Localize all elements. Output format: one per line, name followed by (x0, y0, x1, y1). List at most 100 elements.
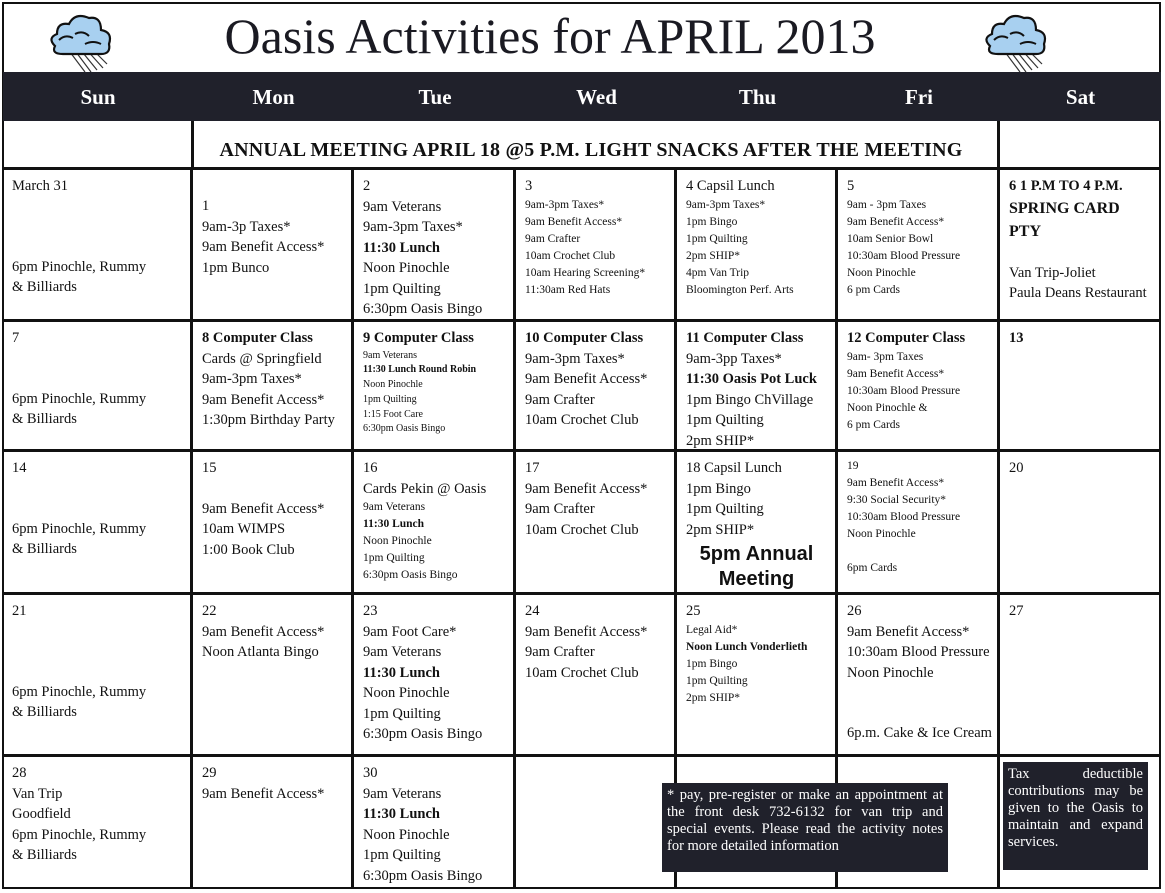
day-cell: 1 9am-3p Taxes* 9am Benefit Access* 1pm Bun… (193, 170, 354, 322)
event-item: & Billiards (12, 279, 77, 295)
event-item: 6:30pm Oasis Bingo (363, 301, 483, 317)
event-item: Van Trip (12, 785, 63, 802)
day-cell: 25 Legal Aid* Noon Lunch Vonderlieth 1pm Bi… (677, 595, 838, 757)
day-number: 21 (12, 603, 27, 619)
event-item: Noon Lunch Vonderlieth (686, 640, 808, 653)
day-number: 25 (686, 603, 701, 619)
event-item: 1pm Bingo (686, 215, 738, 228)
day-number: 6 1 P.M TO 4 P.M. (1009, 178, 1123, 194)
day-number: 15 (202, 460, 217, 476)
event-item: 9am-3pm Taxes* (686, 198, 766, 211)
day-number: 16 (363, 460, 378, 476)
event-item: 1pm Bingo (686, 657, 738, 670)
event-item: 10am Senior Bowl (847, 232, 934, 245)
event-item: 9am Benefit Access* (202, 239, 325, 255)
calendar-grid: March 31 6pm Pinochle, Rummy & Billiards 1 9… (3, 170, 1161, 889)
event-item: & Billiards (12, 847, 77, 863)
day-cell: 11 Computer Class 9am-3pp Taxes* 11:30 Oas… (677, 322, 838, 452)
day-cell: 24 9am Benefit Access* 9am Crafter 10am Cro… (516, 595, 677, 757)
day-fri: Fri (905, 85, 933, 109)
event-item: 11:30 Lunch (363, 806, 440, 822)
day-sat: Sat (1065, 85, 1096, 109)
event-item (12, 622, 182, 642)
day-cell: 29 9am Benefit Access* (193, 757, 354, 889)
event-item (12, 662, 182, 682)
event-item: 9am Veterans (363, 501, 426, 513)
day-cell: 13 (1000, 322, 1161, 452)
rain-cloud-icon (50, 14, 112, 73)
event-item: 6pm Pinochle, Rummy (12, 390, 147, 407)
event-item (12, 197, 182, 217)
event-item: 4pm Van Trip (686, 266, 750, 279)
event-item: Noon Pinochle & (847, 401, 928, 414)
event-item: 1pm Quilting (363, 393, 417, 405)
day-number: 11 Computer Class (686, 330, 804, 346)
day-cell: 30 9am Veterans 11:30 Lunch Noon Pinochle 1p… (354, 757, 516, 889)
event-item: 6:30pm Oasis Bingo (363, 867, 483, 884)
day-cell: 3 9am-3pm Taxes* 9am Benefit Access* 9am Cr… (516, 170, 677, 322)
event-item: 9am Benefit Access* (525, 371, 648, 387)
day-number: 27 (1009, 603, 1024, 619)
day-number: 14 (12, 460, 27, 476)
event-item: 11:30 Lunch Round Robin (363, 364, 477, 376)
day-number: 4 Capsil Lunch (686, 178, 775, 194)
event-item: Legal Aid* (686, 623, 738, 636)
event-item: 1pm Quilting (363, 552, 425, 564)
event-item: 6:30pm Oasis Bingo (363, 569, 458, 581)
event-item: 1pm Bingo ChVillage (686, 391, 814, 408)
event-item (12, 499, 182, 519)
day-number: 7 (12, 330, 20, 346)
day-cell (838, 757, 1000, 889)
event-item: 9am Crafter (525, 232, 581, 245)
event-item: 9am Benefit Access* (525, 480, 648, 497)
event-item: 9am Benefit Access* (202, 500, 325, 517)
event-item (847, 683, 989, 703)
day-cell: 17 9am Benefit Access* 9am Crafter 10am Cro… (516, 452, 677, 595)
event-item: 11:30 Lunch (363, 664, 440, 681)
day-number: 22 (202, 603, 217, 619)
day-cell: 6 1 P.M TO 4 P.M. SPRING CARD PTY Van Trip-… (1000, 170, 1161, 322)
event-item: 9am Veterans (363, 785, 442, 802)
day-number (202, 176, 343, 196)
day-number: 18 Capsil Lunch (686, 460, 782, 476)
event-item: 9am Veterans (363, 198, 442, 215)
event-item: 2pm SHIP* (686, 521, 755, 538)
day-cell: 20 (1000, 452, 1161, 595)
event-item (847, 543, 989, 560)
event-item: Noon Atlanta Bingo (202, 644, 319, 660)
event-item: 10:30am Blood Pressure (847, 644, 990, 660)
event-item: 9am Benefit Access* (847, 623, 970, 640)
day-cell: 5 9am - 3pm Taxes 9am Benefit Access* 10am … (838, 170, 1000, 322)
event-item: 10am Crochet Club (525, 664, 639, 681)
event-item: 1pm Bunco (202, 259, 270, 276)
day-number: 12 Computer Class (847, 330, 966, 346)
day-cell: 8 Computer Class Cards @ Springfield 9am-3… (193, 322, 354, 452)
event-item: 9am Benefit Access* (202, 785, 325, 802)
event-item (847, 703, 989, 723)
event-item: 9am-3pm Taxes* (525, 350, 625, 367)
day-tue: Tue (418, 85, 452, 109)
event-item: PTY (1009, 222, 1041, 240)
event-item: Noon Pinochle (363, 826, 450, 843)
day-cell: 27 (1000, 595, 1161, 757)
event-item: 11:30 Lunch (363, 518, 425, 530)
event-item: Noon Pinochle (847, 266, 916, 279)
weekday-header: Sun Mon Tue Wed Thu Fri Sat (3, 72, 1161, 121)
day-number: March 31 (12, 178, 68, 194)
event-item: 9am-3pm Taxes* (363, 219, 463, 235)
divider (191, 121, 194, 167)
event-item: 5pm Annual Meeting (699, 543, 814, 590)
event-item: 10am Crochet Club (525, 412, 639, 428)
event-item: 9am - 3pm Taxes (847, 198, 927, 211)
event-item: 9am Benefit Access* (525, 623, 648, 640)
event-item: 6pm Pinochle, Rummy (12, 826, 147, 843)
day-cell (516, 757, 677, 889)
event-item: 10:30am Blood Pressure (847, 249, 961, 262)
day-cell: 19 9am Benefit Access* 9:30 Social Securit… (838, 452, 1000, 595)
event-item: 10:30am Blood Pressure (847, 384, 961, 397)
page-title: Oasis Activities for APRIL 2013 (224, 8, 876, 64)
event-item: Noon Pinochle (363, 685, 450, 701)
event-item (12, 479, 182, 499)
event-item: 9am- 3pm Taxes (847, 350, 924, 363)
